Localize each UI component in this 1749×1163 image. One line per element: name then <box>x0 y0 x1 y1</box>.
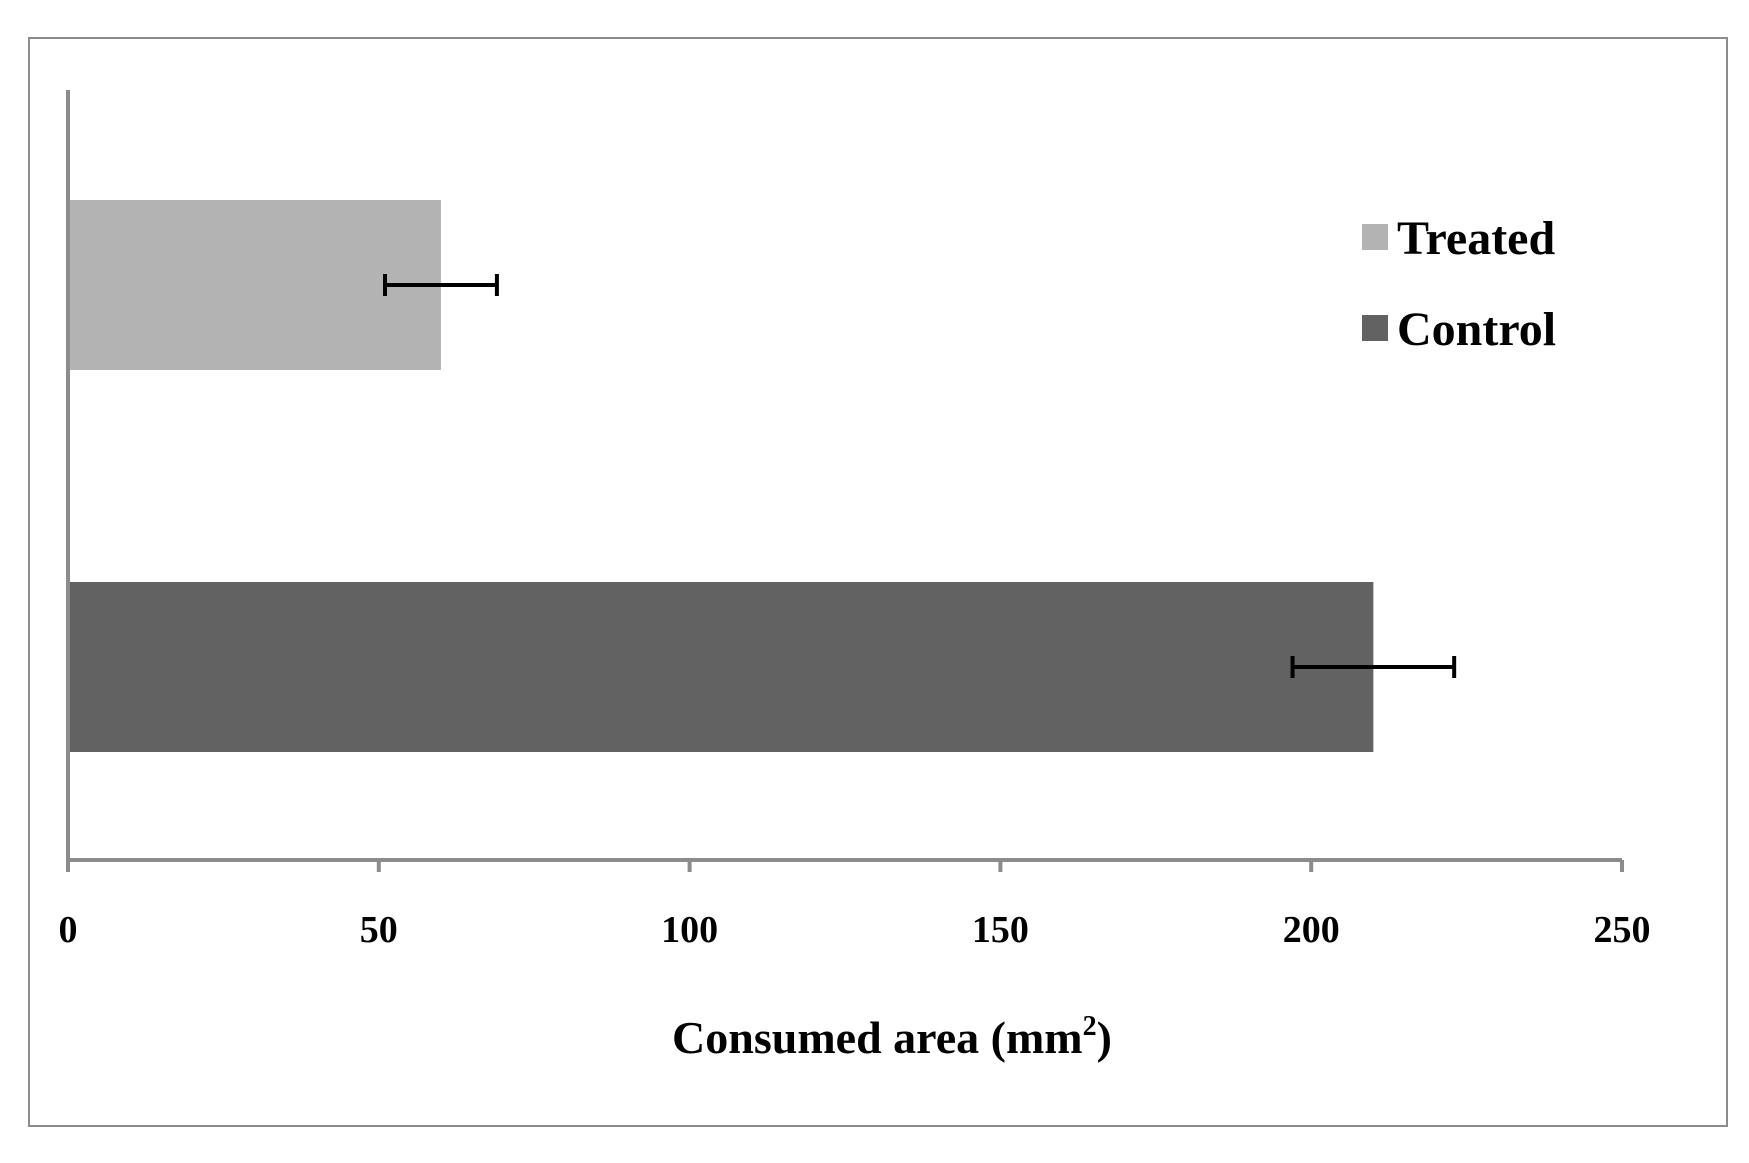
x-tick-label-50: 50 <box>360 909 398 951</box>
error-bars-layer <box>383 274 1457 678</box>
legend: Treated Control <box>1362 212 1556 356</box>
legend-label-treated: Treated <box>1397 212 1555 265</box>
x-axis-title: Consumed area (mm2) <box>672 1011 1112 1063</box>
legend-swatch-treated <box>1362 224 1388 250</box>
x-tick-label-0: 0 <box>59 909 78 951</box>
bar-treated <box>68 200 441 370</box>
bar-control <box>68 582 1374 752</box>
x-tick-label-250: 250 <box>1594 909 1651 951</box>
axes-layer <box>66 90 1622 862</box>
x-ticks-layer: 0 50 100 150 200 250 <box>59 860 1651 951</box>
x-tick-label-100: 100 <box>661 909 718 951</box>
error-bar-control <box>1290 656 1457 678</box>
error-bar-treated <box>383 274 499 296</box>
x-tick-label-150: 150 <box>972 909 1029 951</box>
x-tick-label-200: 200 <box>1283 909 1340 951</box>
bars-layer <box>68 200 1374 752</box>
legend-label-control: Control <box>1397 303 1556 356</box>
legend-swatch-control <box>1362 315 1388 341</box>
